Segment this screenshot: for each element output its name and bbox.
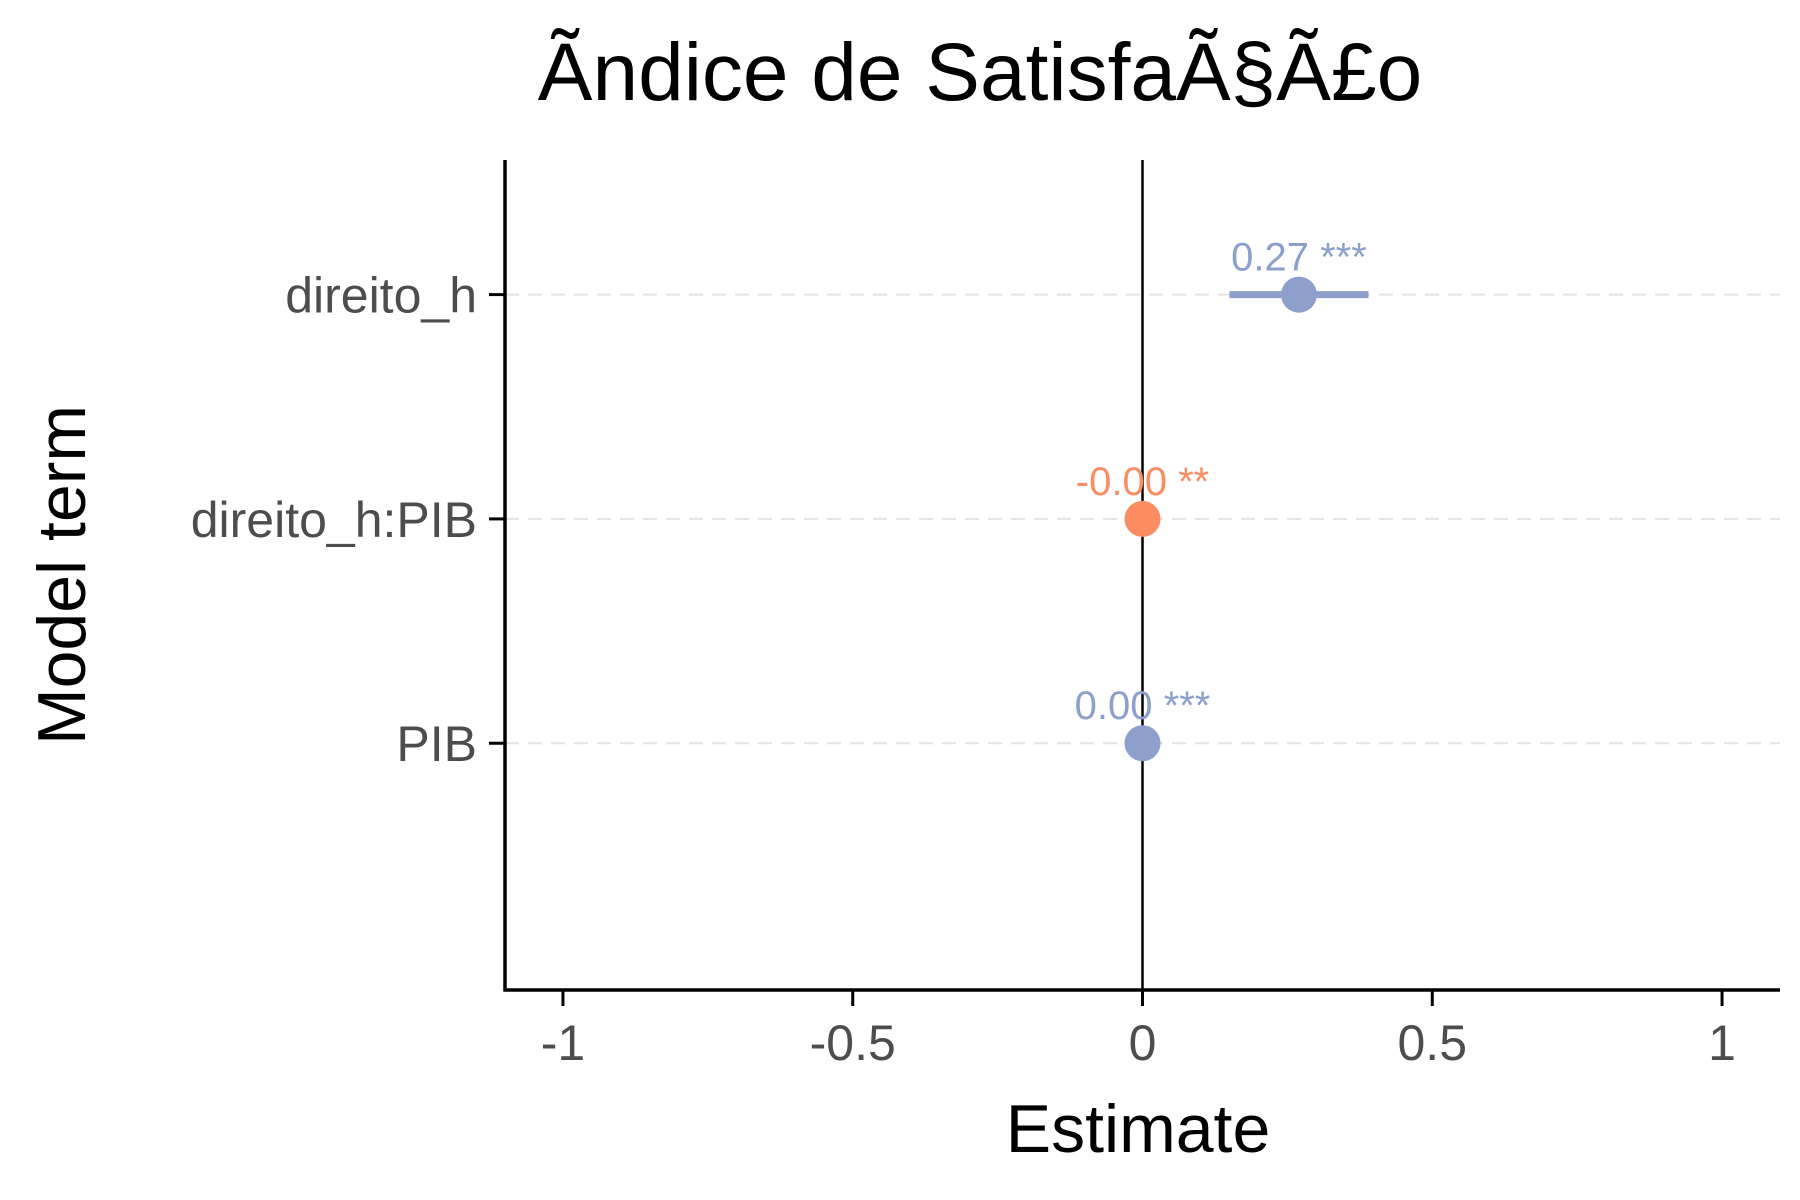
tick-marks: -1 -0.5 0 0.5 1 direito_h direito_h:PIB PIB xyxy=(191,268,1736,1071)
x-tick-label-3: 0.5 xyxy=(1398,1015,1468,1071)
y-tick-label-2: PIB xyxy=(396,716,477,772)
x-tick-label-0: -1 xyxy=(541,1015,585,1071)
x-tick-label-4: 1 xyxy=(1708,1015,1736,1071)
estimate-point-2 xyxy=(1124,725,1161,762)
estimate-point-1 xyxy=(1124,500,1161,537)
grid-lines xyxy=(505,293,1780,745)
data-marks: 0.27 *** -0.00 ** 0.00 *** xyxy=(1075,236,1369,762)
data-label-1: -0.00 ** xyxy=(1076,460,1209,504)
data-label-2: 0.00 *** xyxy=(1075,684,1211,728)
x-axis-title: Estimate xyxy=(1006,1091,1271,1167)
chart-title: Ãndice de SatisfaÃ§Ã£o xyxy=(538,27,1422,118)
y-tick-label-1: direito_h:PIB xyxy=(191,492,477,548)
x-tick-label-2: 0 xyxy=(1129,1015,1157,1071)
y-axis-title: Model term xyxy=(24,405,100,745)
y-tick-label-0: direito_h xyxy=(285,268,477,324)
data-label-0: 0.27 *** xyxy=(1231,236,1367,280)
x-tick-label-1: -0.5 xyxy=(810,1015,896,1071)
estimate-point-0 xyxy=(1280,276,1317,313)
